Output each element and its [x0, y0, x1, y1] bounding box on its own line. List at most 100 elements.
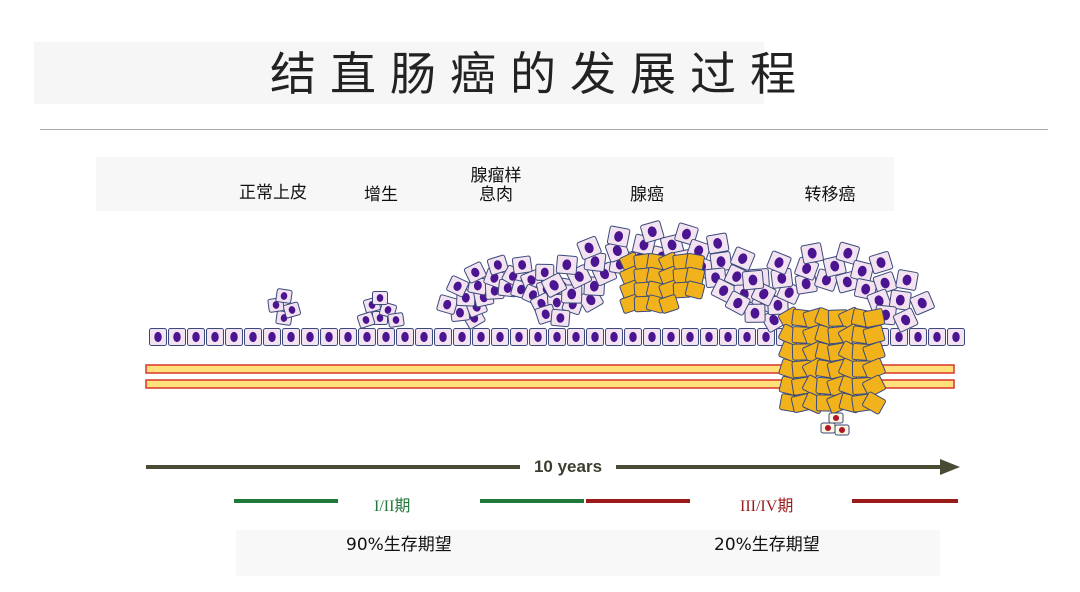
metastatic-cell: [744, 303, 766, 323]
adenoma-cell: [463, 261, 487, 284]
carcinoma-cell: [561, 284, 583, 304]
epithelial-cell: [339, 328, 357, 346]
late-survival-text: 20%生存期望: [714, 535, 820, 555]
epithelial-cell: [890, 328, 908, 346]
carcinoma-cell: [576, 235, 602, 260]
epithelial-cell: [700, 328, 718, 346]
tumor-cell: [684, 280, 706, 300]
stage-label-adenoma: 腺瘤样 息肉: [470, 166, 522, 205]
hyperplasia-cell: [372, 291, 388, 305]
epithelial-cell: [757, 328, 775, 346]
adenoma-cell: [446, 275, 469, 298]
epithelial-cell: [244, 328, 262, 346]
metastatic-cell: [741, 269, 765, 291]
hyperplasia-cell: [275, 288, 293, 304]
metastatic-cell: [766, 250, 792, 275]
epithelial-cell: [415, 328, 433, 346]
blood-cell: [834, 424, 850, 436]
metastatic-cell: [872, 271, 898, 295]
epithelial-cell: [510, 328, 528, 346]
metastatic-cell: [835, 241, 860, 265]
epithelial-cell: [168, 328, 186, 346]
stage-label-background: [96, 157, 894, 211]
epithelial-cell: [586, 328, 604, 346]
carcinoma-cell: [555, 254, 578, 275]
metastatic-cell: [892, 307, 919, 333]
early-survival-text: 90%生存期望: [346, 535, 452, 555]
stage-label-hyperplasia: 增生: [364, 185, 398, 205]
epithelial-cell: [529, 328, 547, 346]
epithelial-cell: [453, 328, 471, 346]
epithelial-cell: [320, 328, 338, 346]
blood-cell: [828, 412, 844, 424]
membrane-band-lower: [145, 379, 955, 389]
late-stage-tag: III/IV期: [740, 498, 794, 515]
epithelial-cell: [149, 328, 167, 346]
epithelial-cell: [491, 328, 509, 346]
invasive-tumor-cell: [862, 374, 886, 398]
epithelial-cell: [301, 328, 319, 346]
epithelial-cell: [377, 328, 395, 346]
metastatic-cell: [794, 256, 820, 281]
epithelial-cell: [206, 328, 224, 346]
carcinoma-cell: [730, 246, 756, 271]
epithelial-cell: [738, 328, 756, 346]
carcinoma-cell: [709, 251, 733, 273]
membrane-band-upper: [145, 364, 955, 374]
epithelial-cell: [263, 328, 281, 346]
metastatic-cell: [853, 278, 878, 301]
epithelial-cell: [282, 328, 300, 346]
metastatic-cell: [895, 269, 919, 291]
metastatic-cell: [770, 267, 794, 289]
metastatic-cell: [868, 251, 894, 275]
carcinoma-cell: [706, 232, 730, 255]
blood-cell: [820, 422, 836, 434]
invasive-tumor-cell: [862, 308, 886, 328]
epithelial-cell: [567, 328, 585, 346]
stage-label-metastatic: 转移癌: [804, 185, 856, 205]
epithelial-cell: [662, 328, 680, 346]
metastatic-cell: [909, 291, 935, 316]
tumor-cell: [658, 294, 680, 314]
epithelial-cell: [225, 328, 243, 346]
epithelial-cell: [472, 328, 490, 346]
early-stage-tag: I/II期: [374, 498, 411, 515]
epithelial-cell: [434, 328, 452, 346]
metastatic-cell: [850, 259, 875, 283]
epithelial-cell: [928, 328, 946, 346]
hyperplasia-cell: [282, 301, 302, 319]
epithelial-cell: [605, 328, 623, 346]
hyperplasia-cell: [356, 311, 376, 329]
adenoma-cell: [550, 308, 571, 328]
tissue-growths: [267, 220, 935, 436]
epithelial-cell: [187, 328, 205, 346]
adenoma-cell: [486, 254, 509, 276]
page-title: 结直肠癌的发展过程: [270, 47, 810, 101]
survival-background: [236, 530, 940, 576]
title-background: [34, 42, 764, 104]
epithelial-cell: [624, 328, 642, 346]
epithelial-cell: [719, 328, 737, 346]
carcinoma-cell: [640, 220, 665, 244]
stage-label-normal: 正常上皮: [239, 183, 307, 203]
epithelial-cell: [548, 328, 566, 346]
carcinoma-cell: [541, 272, 567, 298]
epithelial-cell: [396, 328, 414, 346]
epithelial-cell: [947, 328, 965, 346]
metastatic-cell: [888, 289, 912, 311]
metastatic-cell: [800, 242, 824, 265]
timeline-label: 10 years: [520, 457, 616, 477]
epithelial-cell: [643, 328, 661, 346]
metastatic-cell: [724, 290, 751, 316]
timeline-arrowhead: [940, 459, 960, 475]
epithelial-cell: [681, 328, 699, 346]
title-divider: [40, 129, 1048, 130]
adenoma-cell: [511, 255, 533, 275]
stage-label-adenocarcinoma: 腺癌: [630, 185, 664, 205]
epithelial-cell: [358, 328, 376, 346]
invasive-tumor-cell: [862, 391, 886, 415]
adenoma-cell: [436, 294, 459, 315]
hyperplasia-cell: [387, 312, 405, 328]
epithelial-cell: [909, 328, 927, 346]
